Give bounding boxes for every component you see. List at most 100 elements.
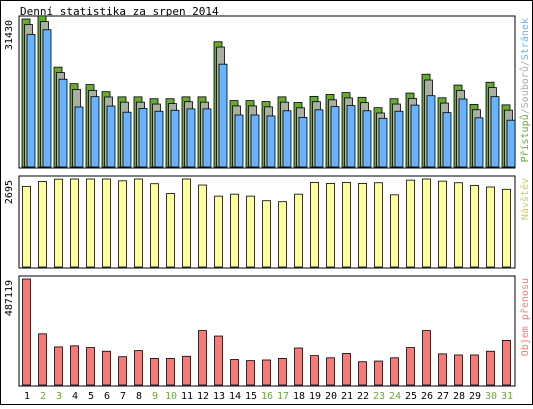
x-label-day-17: 17	[277, 391, 289, 402]
bar-stranky-29	[474, 117, 484, 168]
bar-navstevy-25	[406, 179, 415, 268]
bar-stranky-5	[90, 96, 100, 168]
x-label-day-23: 23	[373, 391, 385, 402]
bar-objem-31	[502, 339, 511, 386]
bar-stranky-25	[410, 104, 420, 168]
bar-stranky-27	[442, 112, 452, 168]
bar-stranky-18	[298, 116, 308, 168]
x-label-day-2: 2	[40, 391, 46, 402]
bar-navstevy-29	[470, 184, 479, 268]
bar-navstevy-12	[198, 184, 207, 268]
bar-objem-20	[326, 357, 335, 386]
bar-objem-4	[70, 345, 79, 386]
bar-objem-29	[470, 354, 479, 386]
legend-part-2: Souborů	[519, 66, 531, 108]
bar-navstevy-13	[214, 195, 223, 268]
bar-objem-24	[390, 357, 399, 386]
bar-objem-17	[278, 358, 287, 386]
bar-navstevy-17	[278, 201, 287, 268]
bar-stranky-28	[458, 98, 468, 168]
bar-stranky-16	[266, 115, 276, 168]
x-label-day-13: 13	[213, 391, 225, 402]
legend-right: Objem přenosu	[519, 278, 531, 356]
x-label-day-7: 7	[120, 391, 126, 402]
bar-objem-1	[22, 278, 31, 386]
x-label-day-14: 14	[229, 391, 241, 402]
bar-stranky-20	[330, 106, 340, 168]
bar-objem-12	[198, 330, 207, 386]
legend-part-3: /	[520, 60, 531, 66]
bar-stranky-24	[394, 110, 404, 168]
bar-objem-28	[454, 354, 463, 386]
bar-stranky-8	[138, 108, 148, 168]
x-label-day-21: 21	[341, 391, 353, 402]
bar-stranky-3	[58, 78, 68, 168]
bar-objem-21	[342, 353, 351, 386]
bar-stranky-11	[186, 108, 196, 168]
bar-stranky-9	[154, 110, 164, 168]
bar-objem-25	[406, 347, 415, 386]
bar-stranky-22	[362, 110, 372, 168]
bar-stranky-23	[378, 117, 388, 168]
bar-objem-10	[166, 358, 175, 386]
bar-objem-15	[246, 360, 255, 386]
bar-objem-3	[54, 346, 63, 386]
bar-navstevy-24	[390, 194, 399, 268]
bar-navstevy-18	[294, 193, 303, 268]
x-label-day-6: 6	[104, 391, 110, 402]
bar-stranky-2	[42, 29, 52, 168]
x-label-day-28: 28	[453, 391, 465, 402]
bar-objem-2	[38, 333, 47, 386]
x-label-day-25: 25	[405, 391, 417, 402]
x-label-day-22: 22	[357, 391, 369, 402]
bar-stranky-12	[202, 108, 212, 168]
x-label-day-3: 3	[56, 391, 62, 402]
y-max-label: 2695	[4, 180, 15, 204]
bar-navstevy-15	[246, 195, 255, 268]
bar-navstevy-22	[358, 183, 367, 268]
bar-stranky-21	[346, 105, 356, 168]
x-label-day-10: 10	[165, 391, 177, 402]
legend-part-4: Stránek	[519, 18, 531, 60]
bar-navstevy-23	[374, 182, 383, 268]
bar-objem-23	[374, 360, 383, 386]
bar-navstevy-26	[422, 178, 431, 268]
x-label-day-30: 30	[485, 391, 497, 402]
legend-part-1: /	[520, 108, 531, 114]
bar-stranky-6	[106, 105, 116, 168]
bar-stranky-4	[74, 106, 84, 168]
y-max-label: 31430	[4, 20, 15, 50]
bar-navstevy-6	[102, 178, 111, 268]
bar-navstevy-31	[502, 188, 511, 268]
bar-objem-22	[358, 361, 367, 386]
bar-navstevy-28	[454, 182, 463, 268]
x-label-day-31: 31	[501, 391, 513, 402]
x-label-day-11: 11	[181, 391, 193, 402]
bar-navstevy-10	[166, 193, 175, 268]
legend-right: Návštěv	[519, 178, 531, 220]
bar-navstevy-9	[150, 183, 159, 268]
bar-navstevy-3	[54, 178, 63, 268]
bar-navstevy-4	[70, 178, 79, 268]
bar-stranky-14	[234, 114, 244, 168]
x-label-day-29: 29	[469, 391, 481, 402]
x-label-day-18: 18	[293, 391, 305, 402]
bar-navstevy-11	[182, 178, 191, 268]
x-label-day-16: 16	[261, 391, 273, 402]
chart-title: Denní statistika za srpen 2014	[20, 5, 219, 18]
bar-objem-6	[102, 350, 111, 386]
bar-navstevy-2	[38, 181, 47, 268]
bar-navstevy-16	[262, 200, 271, 268]
bar-stranky-19	[314, 109, 324, 168]
bar-navstevy-1	[22, 185, 31, 268]
bar-objem-19	[310, 355, 319, 386]
bar-objem-27	[438, 353, 447, 386]
x-label-day-4: 4	[72, 391, 78, 402]
legend-part-0: Návštěv	[519, 178, 531, 220]
bar-objem-7	[118, 356, 127, 386]
legend-part-0: Přístupů	[519, 114, 531, 162]
legend-right: Přístupů/Souborů/Stránek	[519, 18, 531, 163]
x-label-day-19: 19	[309, 391, 321, 402]
